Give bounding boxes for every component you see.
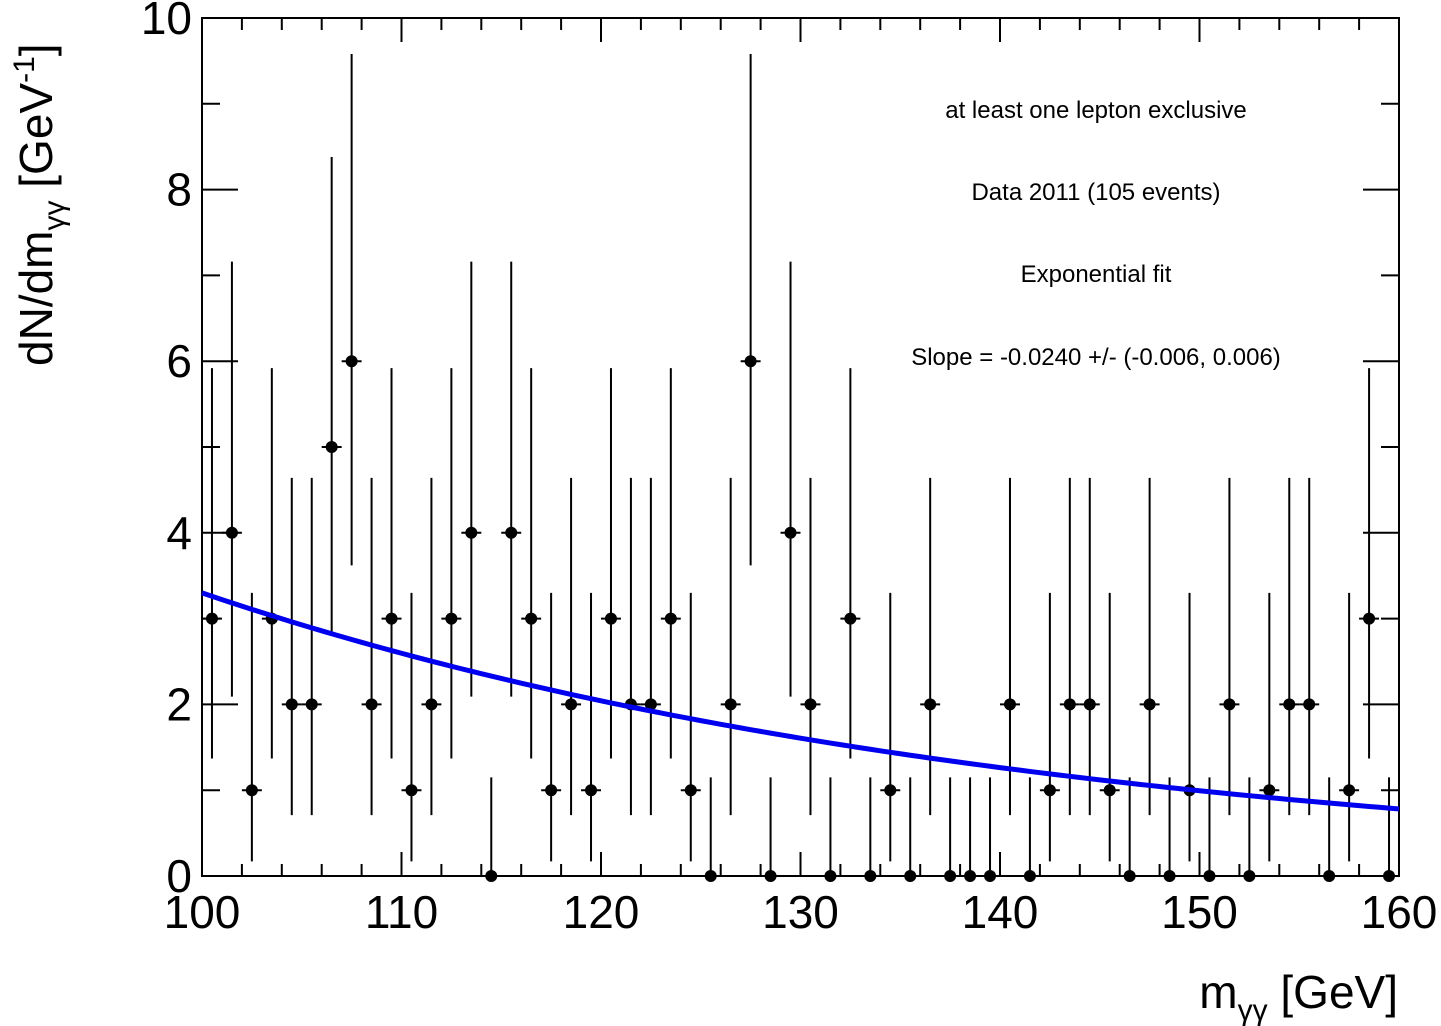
data-point — [704, 870, 717, 882]
y-axis-title-sub: γγ — [38, 201, 71, 231]
data-point — [724, 698, 737, 711]
data-point — [804, 698, 817, 711]
data-point — [684, 784, 697, 797]
y-axis-title-main: dN/dm — [10, 231, 62, 366]
axis-ticks — [201, 17, 1400, 877]
data-point — [644, 698, 657, 711]
data-point — [1143, 698, 1156, 711]
data-point — [585, 784, 598, 797]
y-axis-title: dN/dmγγ [GeV-1] — [8, 43, 71, 366]
data-point — [1243, 870, 1256, 882]
x-axis-title-unit: [GeV] — [1268, 966, 1398, 1018]
x-tick-label: 100 — [164, 886, 241, 938]
data-point — [385, 612, 398, 625]
annotation-text: Slope = -0.0240 +/- (-0.006, 0.006) — [911, 344, 1281, 371]
x-tick-label: 110 — [365, 886, 438, 938]
data-point — [884, 784, 897, 797]
data-point — [545, 784, 558, 797]
data-point — [1323, 870, 1336, 882]
data-point — [405, 784, 418, 797]
data-point — [1103, 784, 1116, 797]
plot-frame — [201, 17, 1400, 877]
data-point — [764, 870, 777, 882]
data-point — [1283, 698, 1296, 711]
y-tick-label: 10 — [141, 0, 192, 44]
annotation-text: at least one lepton exclusive — [945, 97, 1247, 124]
data-point — [245, 784, 258, 797]
data-point — [1123, 870, 1136, 882]
x-tick-label: 140 — [962, 886, 1039, 938]
y-axis-title-unit-post: ] — [10, 43, 62, 56]
x-axis-title-sub: γγ — [1238, 994, 1268, 1026]
x-tick-label: 150 — [1161, 886, 1238, 938]
data-point — [984, 870, 997, 882]
data-point — [285, 698, 298, 711]
data-point — [1303, 698, 1316, 711]
data-point — [864, 870, 877, 882]
data-point — [964, 870, 977, 882]
data-point — [305, 698, 318, 711]
data-point — [505, 526, 518, 539]
x-axis-title: mγγ [GeV] — [1199, 966, 1398, 1026]
data-point — [445, 612, 458, 625]
data-point — [824, 870, 837, 882]
data-point — [365, 698, 378, 711]
data-point — [425, 698, 438, 711]
annotations: at least one lepton exclusive Data 2011 (… — [911, 97, 1281, 371]
data-point — [944, 870, 957, 882]
data-point — [1203, 870, 1216, 882]
data-point — [1223, 698, 1236, 711]
data-point — [1363, 612, 1376, 625]
data-point — [904, 870, 917, 882]
annotation-text: Exponential fit — [1021, 261, 1172, 288]
data-point — [664, 612, 677, 625]
data-point — [1383, 870, 1396, 882]
y-tick-label: 4 — [166, 507, 192, 559]
data-point — [1063, 698, 1076, 711]
data-point — [1083, 698, 1096, 711]
data-point — [325, 441, 338, 453]
data-point — [744, 355, 757, 368]
data-point — [565, 698, 578, 711]
data-point — [1023, 870, 1036, 882]
annotation-text: Data 2011 (105 events) — [971, 179, 1220, 206]
data-point — [604, 612, 617, 625]
y-tick-label: 6 — [166, 335, 192, 387]
data-point — [345, 355, 358, 368]
data-point — [1343, 784, 1356, 797]
x-tick-label: 120 — [563, 886, 640, 938]
data-point — [924, 698, 937, 711]
y-tick-label: 0 — [166, 850, 192, 902]
y-tick-label: 2 — [166, 678, 192, 730]
data-point — [1003, 698, 1016, 711]
y-tick-label: 8 — [166, 164, 192, 216]
y-axis-title-unit-sup: -1 — [8, 56, 41, 83]
data-point — [465, 526, 478, 539]
data-points — [205, 355, 1396, 882]
data-point — [225, 526, 238, 539]
data-point — [1043, 784, 1056, 797]
axis-tick-labels: 100 110 120 130 140 150 160 0 2 4 6 8 10 — [141, 0, 1438, 938]
data-point — [1163, 870, 1176, 882]
data-point — [784, 526, 797, 539]
data-point — [525, 612, 538, 625]
data-errorbars — [202, 54, 1399, 877]
data-point — [205, 612, 218, 625]
x-tick-label: 130 — [762, 886, 839, 938]
x-tick-label: 160 — [1361, 886, 1438, 938]
exponential-fit-line — [201, 590, 1400, 812]
x-axis-title-main: m — [1199, 966, 1237, 1018]
data-point — [844, 612, 857, 625]
y-axis-title-unit-pre: [GeV — [10, 83, 62, 201]
data-point — [485, 870, 498, 882]
data-point — [1263, 784, 1276, 797]
